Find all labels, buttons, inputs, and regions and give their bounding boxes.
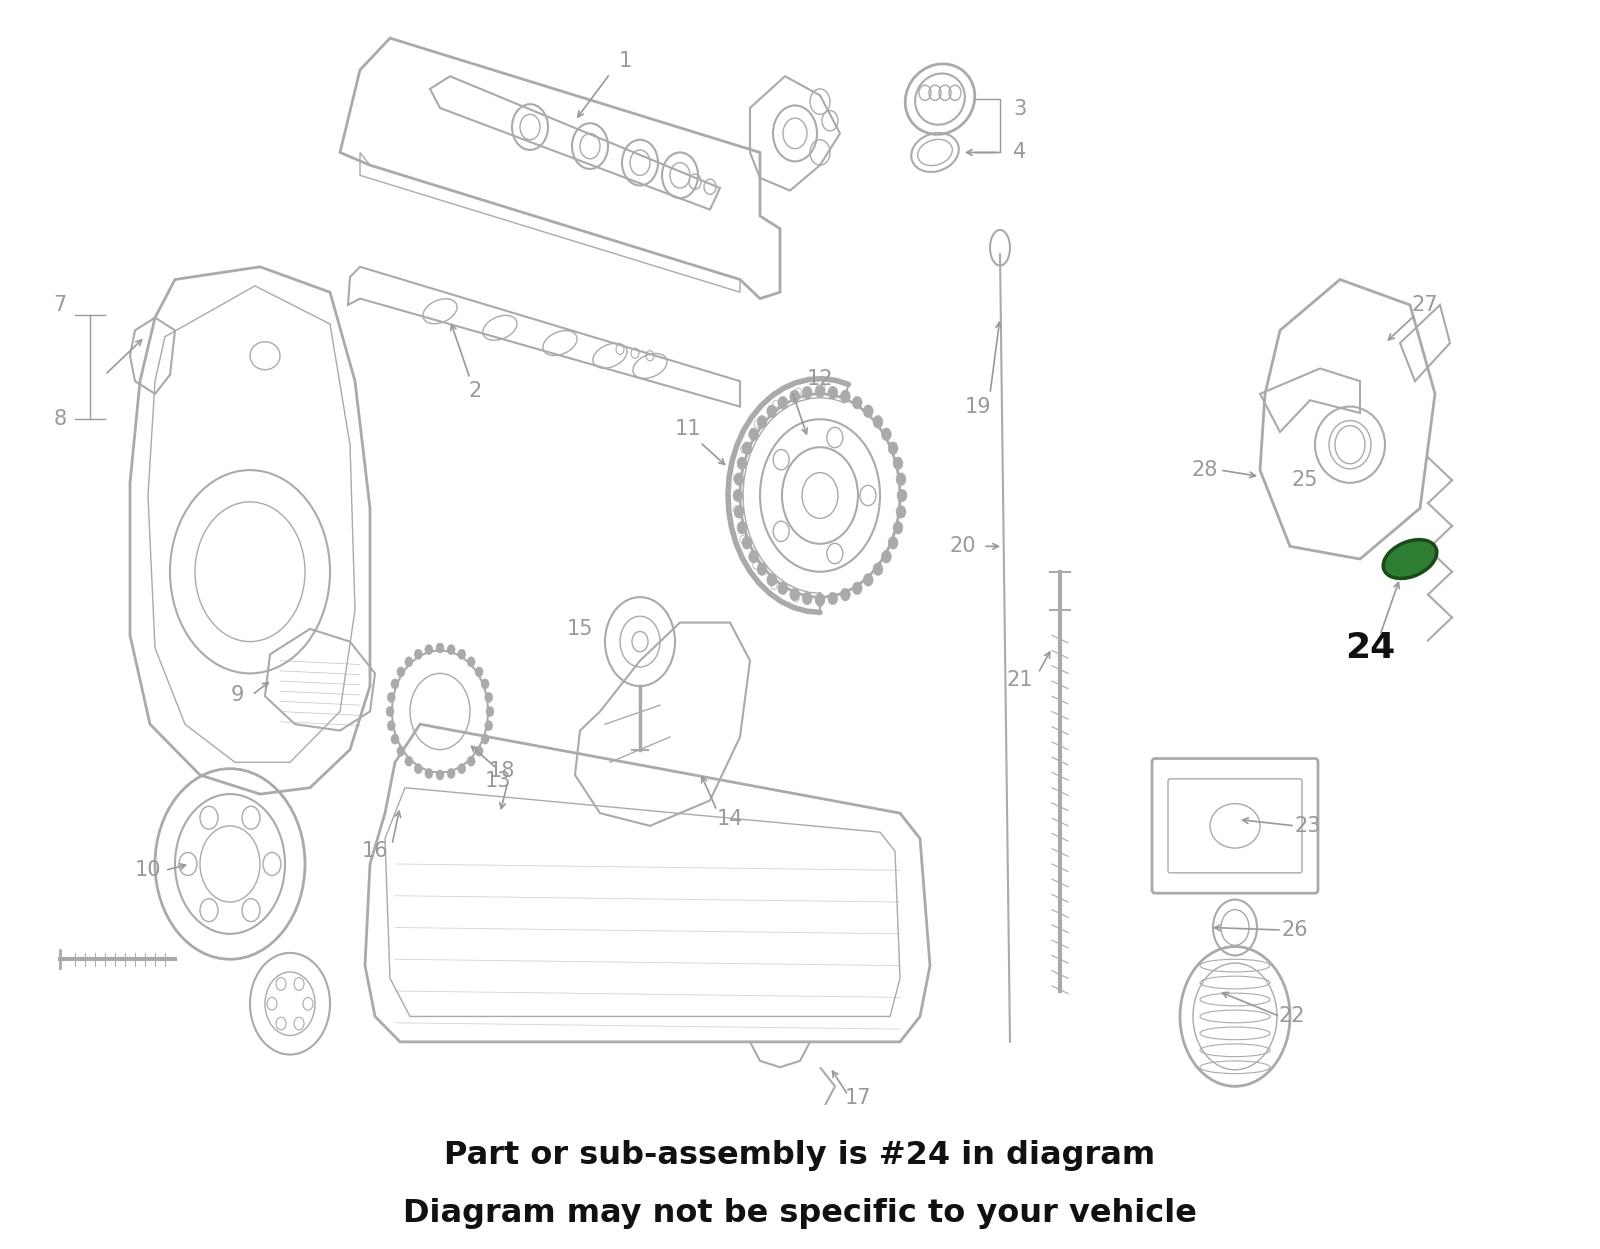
Circle shape	[778, 582, 787, 595]
Circle shape	[458, 763, 466, 774]
Circle shape	[814, 593, 826, 606]
Text: 4: 4	[1013, 142, 1027, 162]
Text: 14: 14	[717, 809, 744, 829]
Text: 22: 22	[1278, 1007, 1306, 1027]
Circle shape	[898, 490, 907, 502]
Circle shape	[853, 396, 862, 408]
Circle shape	[486, 707, 494, 717]
Circle shape	[485, 721, 493, 731]
Circle shape	[827, 592, 838, 605]
Circle shape	[814, 385, 826, 397]
Text: 20: 20	[950, 536, 976, 556]
Ellipse shape	[1382, 540, 1437, 578]
Text: Part or sub-assembly is #24 in diagram: Part or sub-assembly is #24 in diagram	[445, 1140, 1155, 1172]
Circle shape	[426, 768, 434, 778]
Text: 26: 26	[1282, 921, 1309, 940]
Circle shape	[738, 457, 747, 470]
Circle shape	[734, 473, 744, 486]
Circle shape	[790, 588, 800, 601]
Text: 1: 1	[618, 51, 632, 71]
Circle shape	[390, 679, 398, 689]
Circle shape	[446, 768, 454, 778]
Circle shape	[766, 573, 778, 586]
Circle shape	[467, 756, 475, 766]
Text: 23: 23	[1294, 816, 1322, 836]
Circle shape	[485, 692, 493, 702]
Text: 13: 13	[485, 772, 512, 792]
Circle shape	[840, 390, 850, 402]
Circle shape	[475, 746, 483, 756]
Circle shape	[482, 679, 490, 689]
Circle shape	[475, 667, 483, 677]
Circle shape	[426, 644, 434, 654]
Text: 25: 25	[1291, 471, 1318, 491]
Text: 15: 15	[566, 620, 594, 639]
Circle shape	[874, 563, 883, 576]
Text: 8: 8	[53, 410, 67, 430]
Circle shape	[840, 588, 850, 601]
Circle shape	[893, 457, 902, 470]
Circle shape	[802, 386, 813, 398]
Circle shape	[749, 551, 758, 563]
Circle shape	[790, 390, 800, 402]
Circle shape	[733, 490, 742, 502]
Circle shape	[896, 473, 906, 486]
Circle shape	[882, 551, 891, 563]
Circle shape	[778, 396, 787, 408]
Circle shape	[734, 506, 744, 518]
Circle shape	[882, 428, 891, 441]
Text: 12: 12	[806, 368, 834, 388]
Circle shape	[390, 734, 398, 744]
Circle shape	[414, 649, 422, 659]
Circle shape	[742, 442, 752, 455]
Text: 24: 24	[1346, 631, 1395, 664]
Circle shape	[387, 721, 395, 731]
Text: 18: 18	[490, 761, 515, 781]
Circle shape	[482, 734, 490, 744]
Circle shape	[435, 643, 445, 653]
Circle shape	[405, 756, 413, 766]
Circle shape	[874, 416, 883, 428]
Circle shape	[893, 521, 902, 535]
Circle shape	[458, 649, 466, 659]
Circle shape	[738, 521, 747, 535]
Circle shape	[862, 573, 874, 586]
Circle shape	[853, 582, 862, 595]
Circle shape	[405, 657, 413, 667]
Circle shape	[397, 746, 405, 756]
Text: 27: 27	[1411, 295, 1438, 315]
Circle shape	[467, 657, 475, 667]
Circle shape	[862, 405, 874, 417]
Circle shape	[757, 563, 766, 576]
Circle shape	[446, 644, 454, 654]
Circle shape	[397, 667, 405, 677]
Circle shape	[749, 428, 758, 441]
Text: 3: 3	[1013, 99, 1027, 119]
Circle shape	[896, 506, 906, 518]
Text: 16: 16	[362, 842, 389, 862]
Text: 7: 7	[53, 295, 67, 315]
Text: 28: 28	[1192, 460, 1218, 480]
Circle shape	[888, 442, 898, 455]
Circle shape	[387, 692, 395, 702]
Text: 19: 19	[965, 397, 992, 417]
Circle shape	[742, 537, 752, 550]
Text: Diagram may not be specific to your vehicle: Diagram may not be specific to your vehi…	[403, 1198, 1197, 1229]
Text: 21: 21	[1006, 669, 1034, 689]
Circle shape	[766, 405, 778, 417]
Text: 2: 2	[469, 381, 482, 401]
Circle shape	[888, 537, 898, 550]
Circle shape	[827, 386, 838, 398]
Circle shape	[386, 707, 394, 717]
Circle shape	[414, 763, 422, 774]
Text: 11: 11	[675, 420, 701, 440]
Circle shape	[435, 769, 445, 781]
Text: 9: 9	[230, 684, 243, 704]
Text: 10: 10	[134, 861, 162, 881]
Text: 17: 17	[845, 1088, 872, 1108]
Circle shape	[757, 416, 766, 428]
Circle shape	[802, 592, 813, 605]
